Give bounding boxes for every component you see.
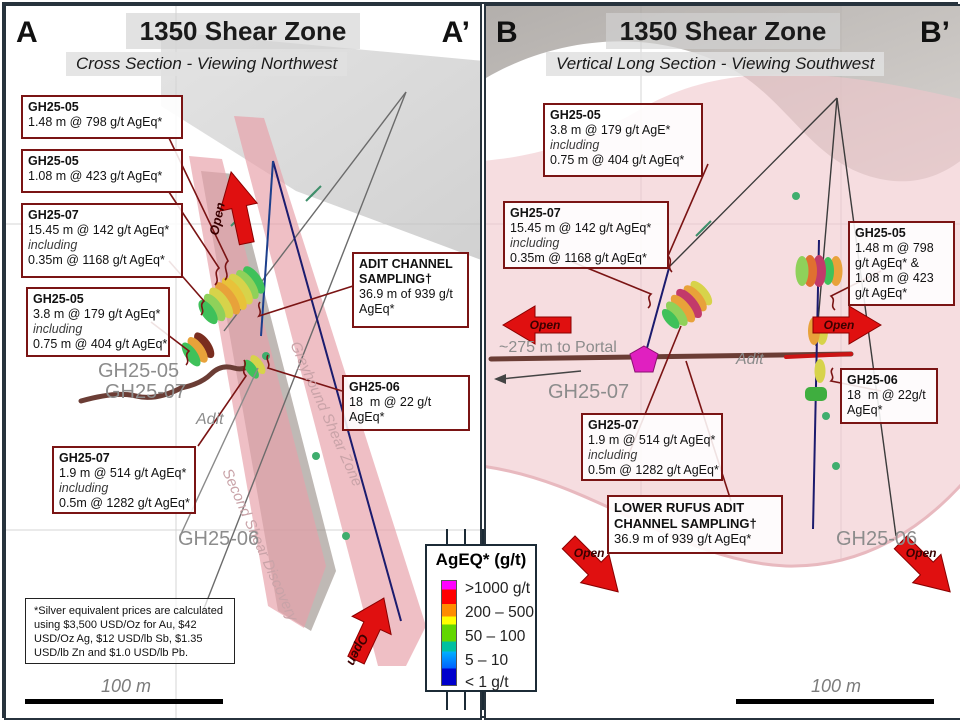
svg-text:Open: Open [574, 546, 605, 560]
svg-text:Open: Open [824, 318, 855, 332]
svg-text:Open: Open [530, 318, 561, 332]
